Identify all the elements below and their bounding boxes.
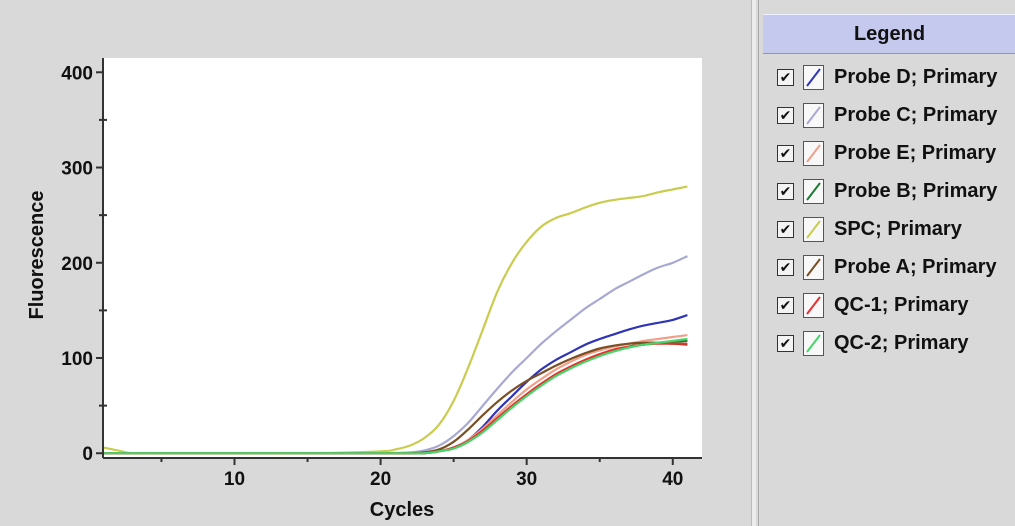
legend-checkbox[interactable]: ✔ <box>777 68 794 86</box>
legend-item[interactable]: ✔ Probe E; Primary <box>777 134 1015 172</box>
line-color-icon <box>806 219 821 239</box>
y-tick-label: 300 <box>61 159 93 180</box>
legend-label: Probe D; Primary <box>834 65 998 88</box>
legend-label: Probe E; Primary <box>834 141 997 164</box>
legend-color-swatch[interactable] <box>803 64 824 90</box>
legend-item[interactable]: ✔ Probe C; Primary <box>777 96 1015 134</box>
legend-checkbox[interactable]: ✔ <box>777 334 794 352</box>
fluorescence-chart: 0 100 200 300 400 10 20 30 40 Cycles Fluorescenc… <box>26 58 702 521</box>
legend-color-swatch[interactable] <box>803 216 824 242</box>
y-tick-label: 0 <box>82 444 93 465</box>
legend-color-swatch[interactable] <box>803 330 824 356</box>
x-tick-label: 40 <box>662 469 683 490</box>
line-color-icon <box>806 143 821 163</box>
line-color-icon <box>806 105 821 125</box>
legend-label: SPC; Primary <box>834 217 962 240</box>
legend-checkbox[interactable]: ✔ <box>777 106 794 124</box>
legend-item[interactable]: ✔ Probe A; Primary <box>777 248 1015 286</box>
line-color-icon <box>806 333 821 353</box>
x-tick-label: 20 <box>370 469 391 490</box>
legend-panel: Legend ✔ Probe D; Primary ✔ Probe C; Primar… <box>758 0 1015 526</box>
line-color-icon <box>806 295 821 315</box>
legend-checkbox[interactable]: ✔ <box>777 144 794 162</box>
y-axis-title: Fluorescence <box>26 191 48 320</box>
legend-item[interactable]: ✔ Probe D; Primary <box>777 58 1015 96</box>
line-color-icon <box>806 67 821 87</box>
x-tick-label: 30 <box>516 469 537 490</box>
y-tick-label: 400 <box>61 63 93 84</box>
legend-checkbox[interactable]: ✔ <box>777 296 794 314</box>
legend-label: QC-2; Primary <box>834 331 969 354</box>
legend-label: Probe A; Primary <box>834 255 997 278</box>
chart-panel: 0 100 200 300 400 10 20 30 40 Cycles Fluorescenc… <box>26 58 702 521</box>
y-tick-label: 200 <box>61 254 93 275</box>
line-color-icon <box>806 181 821 201</box>
legend-item[interactable]: ✔ QC-1; Primary <box>777 286 1015 324</box>
legend-label: Probe B; Primary <box>834 179 998 202</box>
x-tick-label: 10 <box>224 469 245 490</box>
x-axis-title: Cycles <box>370 499 435 521</box>
legend-color-swatch[interactable] <box>803 178 824 204</box>
legend-item[interactable]: ✔ QC-2; Primary <box>777 324 1015 362</box>
legend-color-swatch[interactable] <box>803 140 824 166</box>
plot-area <box>103 58 702 458</box>
tick-layer: 0 100 200 300 400 10 20 30 40 <box>61 63 683 490</box>
legend-label: QC-1; Primary <box>834 293 969 316</box>
legend-checkbox[interactable]: ✔ <box>777 182 794 200</box>
line-color-icon <box>806 257 821 277</box>
legend-item[interactable]: ✔ Probe B; Primary <box>777 172 1015 210</box>
legend-list: ✔ Probe D; Primary ✔ Probe C; Primary ✔ Probe… <box>777 58 1015 362</box>
series-line-qc-2-primary <box>103 337 688 455</box>
legend-checkbox[interactable]: ✔ <box>777 258 794 276</box>
legend-item[interactable]: ✔ SPC; Primary <box>777 210 1015 248</box>
legend-checkbox[interactable]: ✔ <box>777 220 794 238</box>
legend-color-swatch[interactable] <box>803 102 824 128</box>
legend-color-swatch[interactable] <box>803 292 824 318</box>
series-layer <box>102 185 688 455</box>
panel-splitter[interactable] <box>751 0 756 526</box>
y-tick-label: 100 <box>61 349 93 370</box>
legend-color-swatch[interactable] <box>803 254 824 280</box>
legend-label: Probe C; Primary <box>834 103 998 126</box>
legend-header: Legend <box>763 14 1015 54</box>
